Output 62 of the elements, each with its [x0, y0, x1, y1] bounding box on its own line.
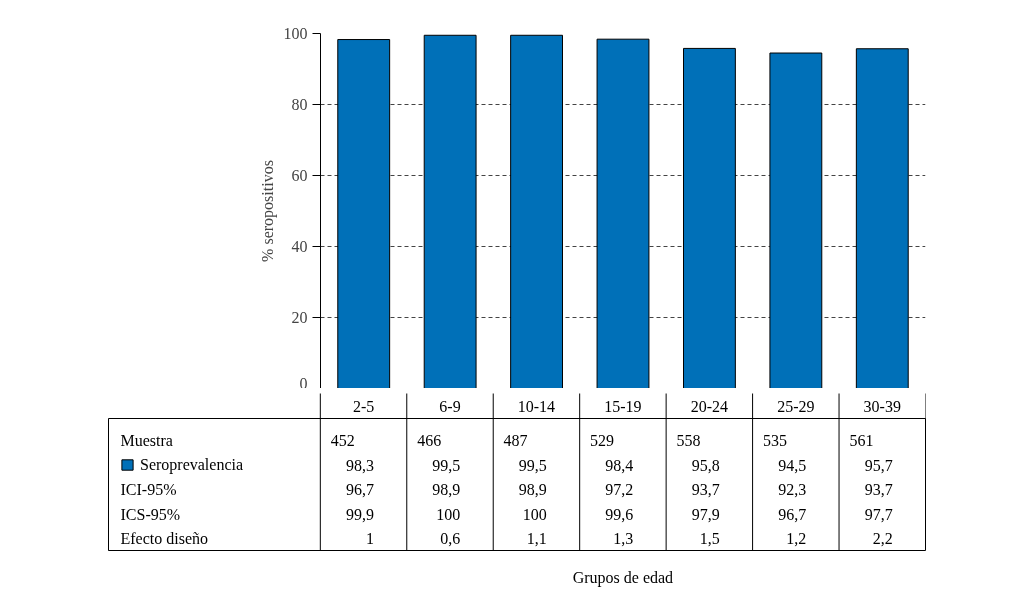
text: ICI-95% — [120, 481, 177, 498]
x-tick-label: 2-5 — [352, 398, 375, 415]
text: 93,7 — [864, 481, 893, 498]
bar — [596, 38, 650, 388]
text: 1,1 — [526, 530, 547, 547]
text: 1,5 — [699, 530, 720, 547]
text: 93,7 — [691, 481, 720, 498]
text: 99,6 — [605, 505, 634, 523]
y-tick-label: 60 — [291, 167, 308, 184]
data-label: 99,5 — [518, 456, 547, 474]
bar — [337, 39, 391, 388]
bar — [683, 47, 736, 388]
text: 97,2 — [605, 481, 634, 498]
bar — [855, 48, 909, 388]
bar — [423, 34, 477, 388]
y-tick-label: 80 — [291, 96, 308, 113]
x-tick-label: 15-19 — [604, 398, 642, 415]
text: 2,2 — [872, 530, 893, 547]
text: ICS-95% — [120, 505, 181, 523]
data-label: 99,5 — [432, 456, 461, 474]
legend-label: Seroprevalencia — [140, 455, 244, 474]
text: 96,7 — [345, 481, 374, 498]
text: 100 — [436, 505, 461, 523]
text: 1,2 — [786, 530, 807, 547]
x-tick-label: 20-24 — [690, 398, 729, 415]
text: 97,7 — [864, 505, 893, 523]
data-label: 98,3 — [345, 456, 374, 474]
data-label: 94,5 — [778, 456, 807, 474]
text: 529 — [590, 432, 615, 449]
bar — [769, 52, 823, 388]
text: 100 — [522, 505, 547, 523]
x-tick-label: 10-14 — [517, 398, 556, 415]
data-label: 95,7 — [864, 456, 893, 474]
bar — [510, 34, 563, 388]
text: Muestra — [120, 432, 173, 449]
text: 96,7 — [778, 505, 807, 523]
x-tick-label: 6-9 — [439, 398, 461, 415]
text: 98,9 — [432, 481, 461, 498]
y-tick-label: 100 — [283, 25, 308, 42]
data-label: 95,8 — [691, 456, 720, 474]
text: 0,6 — [440, 530, 461, 547]
text: Grupos de edad — [572, 569, 674, 587]
text: 487 — [503, 432, 528, 449]
text: 99,9 — [345, 505, 374, 523]
y-axis-title: % seropositivos — [258, 160, 277, 262]
text: 558 — [676, 432, 701, 449]
text: 466 — [417, 432, 442, 449]
text: 92,3 — [778, 481, 807, 498]
text: 97,9 — [691, 505, 720, 523]
text: 1 — [365, 530, 374, 547]
text: 535 — [762, 432, 787, 449]
text: 98,9 — [518, 481, 547, 498]
text: 1,3 — [613, 530, 634, 547]
x-tick-label: 25-29 — [777, 398, 815, 415]
y-tick-label: 40 — [291, 238, 308, 255]
y-tick-label: 20 — [291, 309, 308, 326]
x-tick-label: 30-39 — [863, 398, 901, 415]
y-tick-label: 0 — [299, 374, 308, 392]
text: 561 — [849, 432, 874, 449]
text: Efecto diseño — [120, 530, 209, 547]
text: 452 — [330, 432, 355, 449]
data-label: 98,4 — [605, 456, 634, 474]
